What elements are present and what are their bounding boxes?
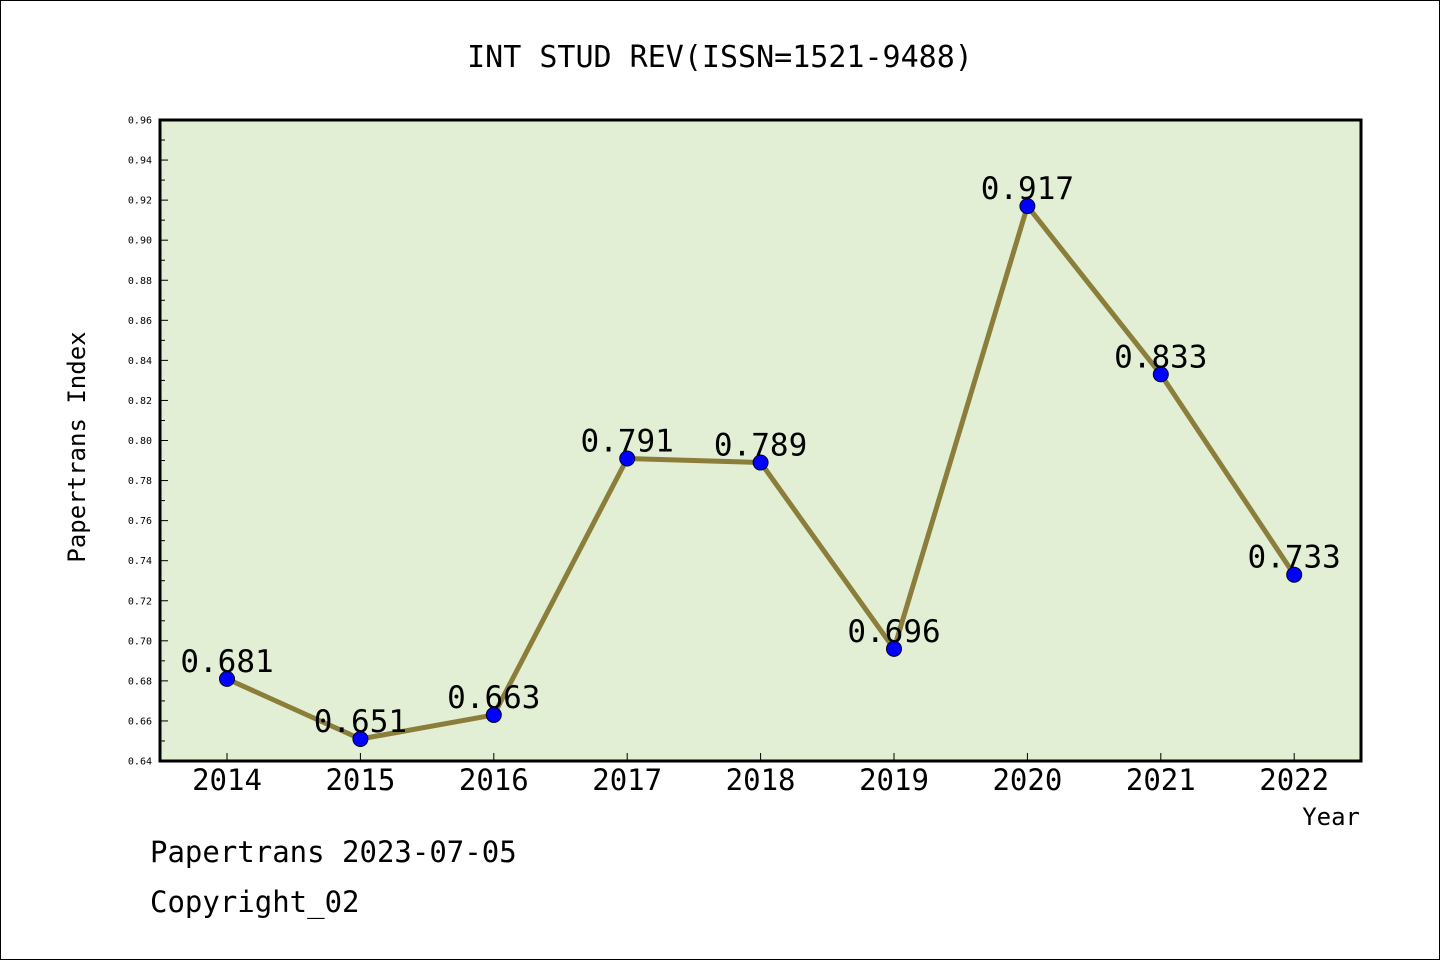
data-point-marker <box>752 454 769 471</box>
footer-date: Papertrans 2023-07-05 <box>150 835 517 869</box>
y-tick-label: 0.74 <box>128 556 152 567</box>
x-tick-label: 2014 <box>192 763 262 797</box>
x-tick-label: 2022 <box>1259 763 1329 797</box>
x-tick-label: 2015 <box>325 763 395 797</box>
y-tick-label: 0.76 <box>128 516 152 527</box>
data-label: 0.681 <box>180 644 273 680</box>
y-tick-label: 0.64 <box>128 757 152 768</box>
x-tick-label: 2019 <box>859 763 929 797</box>
data-label: 0.789 <box>714 428 807 464</box>
y-tick-label: 0.84 <box>128 356 152 367</box>
y-tick-label: 0.80 <box>128 436 152 447</box>
y-tick-label: 0.94 <box>128 156 152 167</box>
y-tick-label: 0.88 <box>128 276 152 287</box>
data-point-marker <box>1286 566 1303 583</box>
y-tick-label: 0.96 <box>128 116 152 127</box>
data-point-marker <box>886 640 902 657</box>
y-tick-label: 0.90 <box>128 236 152 247</box>
data-label: 0.917 <box>981 171 1074 207</box>
data-point-marker <box>619 450 636 467</box>
footer-copyright: Copyright_02 <box>150 885 360 919</box>
data-point-marker <box>1019 198 1036 215</box>
y-tick-label: 0.66 <box>128 716 152 727</box>
chart-title: INT STUD REV(ISSN=1521-9488) <box>467 40 973 75</box>
data-label: 0.696 <box>847 614 940 650</box>
y-tick-label: 0.92 <box>128 196 152 207</box>
plot-area <box>158 118 1363 763</box>
x-tick-label: 2018 <box>726 763 796 797</box>
y-axis-label: Papertrans Index <box>63 331 91 562</box>
data-label: 0.733 <box>1248 540 1341 576</box>
data-point-marker <box>485 706 502 723</box>
y-tick-label: 0.72 <box>128 596 152 607</box>
y-tick-label: 0.78 <box>128 476 152 487</box>
x-tick-label: 2016 <box>459 763 529 797</box>
data-label: 0.651 <box>314 704 407 740</box>
x-tick-label: 2017 <box>592 763 662 797</box>
data-point-marker <box>352 730 369 747</box>
y-tick-label: 0.70 <box>128 636 152 647</box>
y-tick-label: 0.82 <box>128 396 152 407</box>
x-tick-label: 2020 <box>992 763 1062 797</box>
y-tick-label: 0.68 <box>128 676 152 687</box>
data-point-marker <box>219 670 235 687</box>
data-label: 0.833 <box>1114 339 1207 375</box>
data-label: 0.791 <box>581 424 674 460</box>
y-tick-label: 0.86 <box>128 316 152 327</box>
data-point-marker <box>1152 366 1169 383</box>
data-label: 0.663 <box>447 680 540 716</box>
x-tick-label: 2021 <box>1126 763 1196 797</box>
x-axis-label: Year <box>1302 803 1360 831</box>
